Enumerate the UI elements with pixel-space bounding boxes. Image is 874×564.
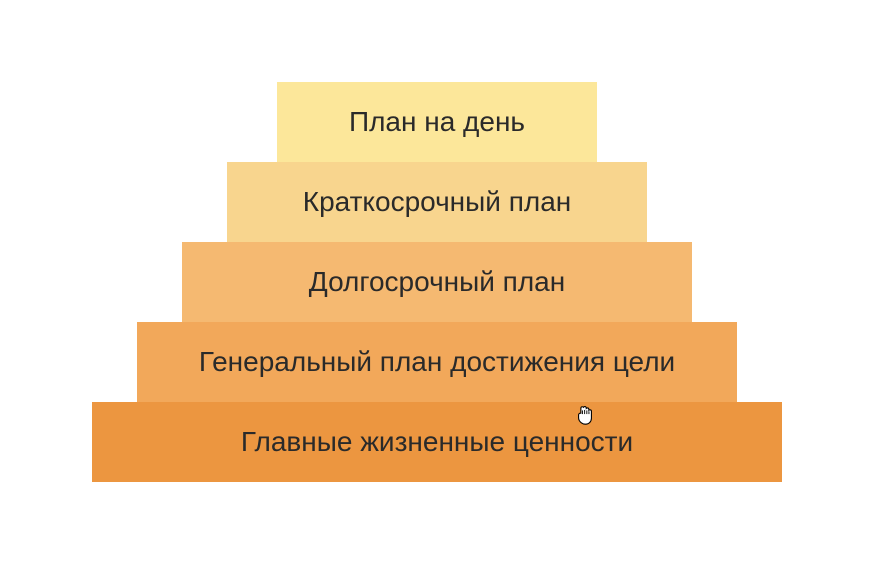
pyramid-layer-3-label: Долгосрочный план	[309, 266, 565, 298]
pyramid-layer-3: Долгосрочный план	[182, 242, 692, 322]
pyramid-layer-1: План на день	[277, 82, 597, 162]
pyramid-layer-1-label: План на день	[349, 106, 525, 138]
goal-planning-pyramid: План на день Краткосрочный план Долгосро…	[92, 82, 782, 482]
pyramid-layer-5: Главные жизненные ценности	[92, 402, 782, 482]
pyramid-layer-2: Краткосрочный план	[227, 162, 647, 242]
pyramid-layer-4: Генеральный план достижения цели	[137, 322, 737, 402]
pyramid-layer-2-label: Краткосрочный план	[303, 186, 571, 218]
pyramid-layer-5-label: Главные жизненные ценности	[241, 426, 633, 458]
pyramid-layer-4-label: Генеральный план достижения цели	[199, 346, 675, 378]
